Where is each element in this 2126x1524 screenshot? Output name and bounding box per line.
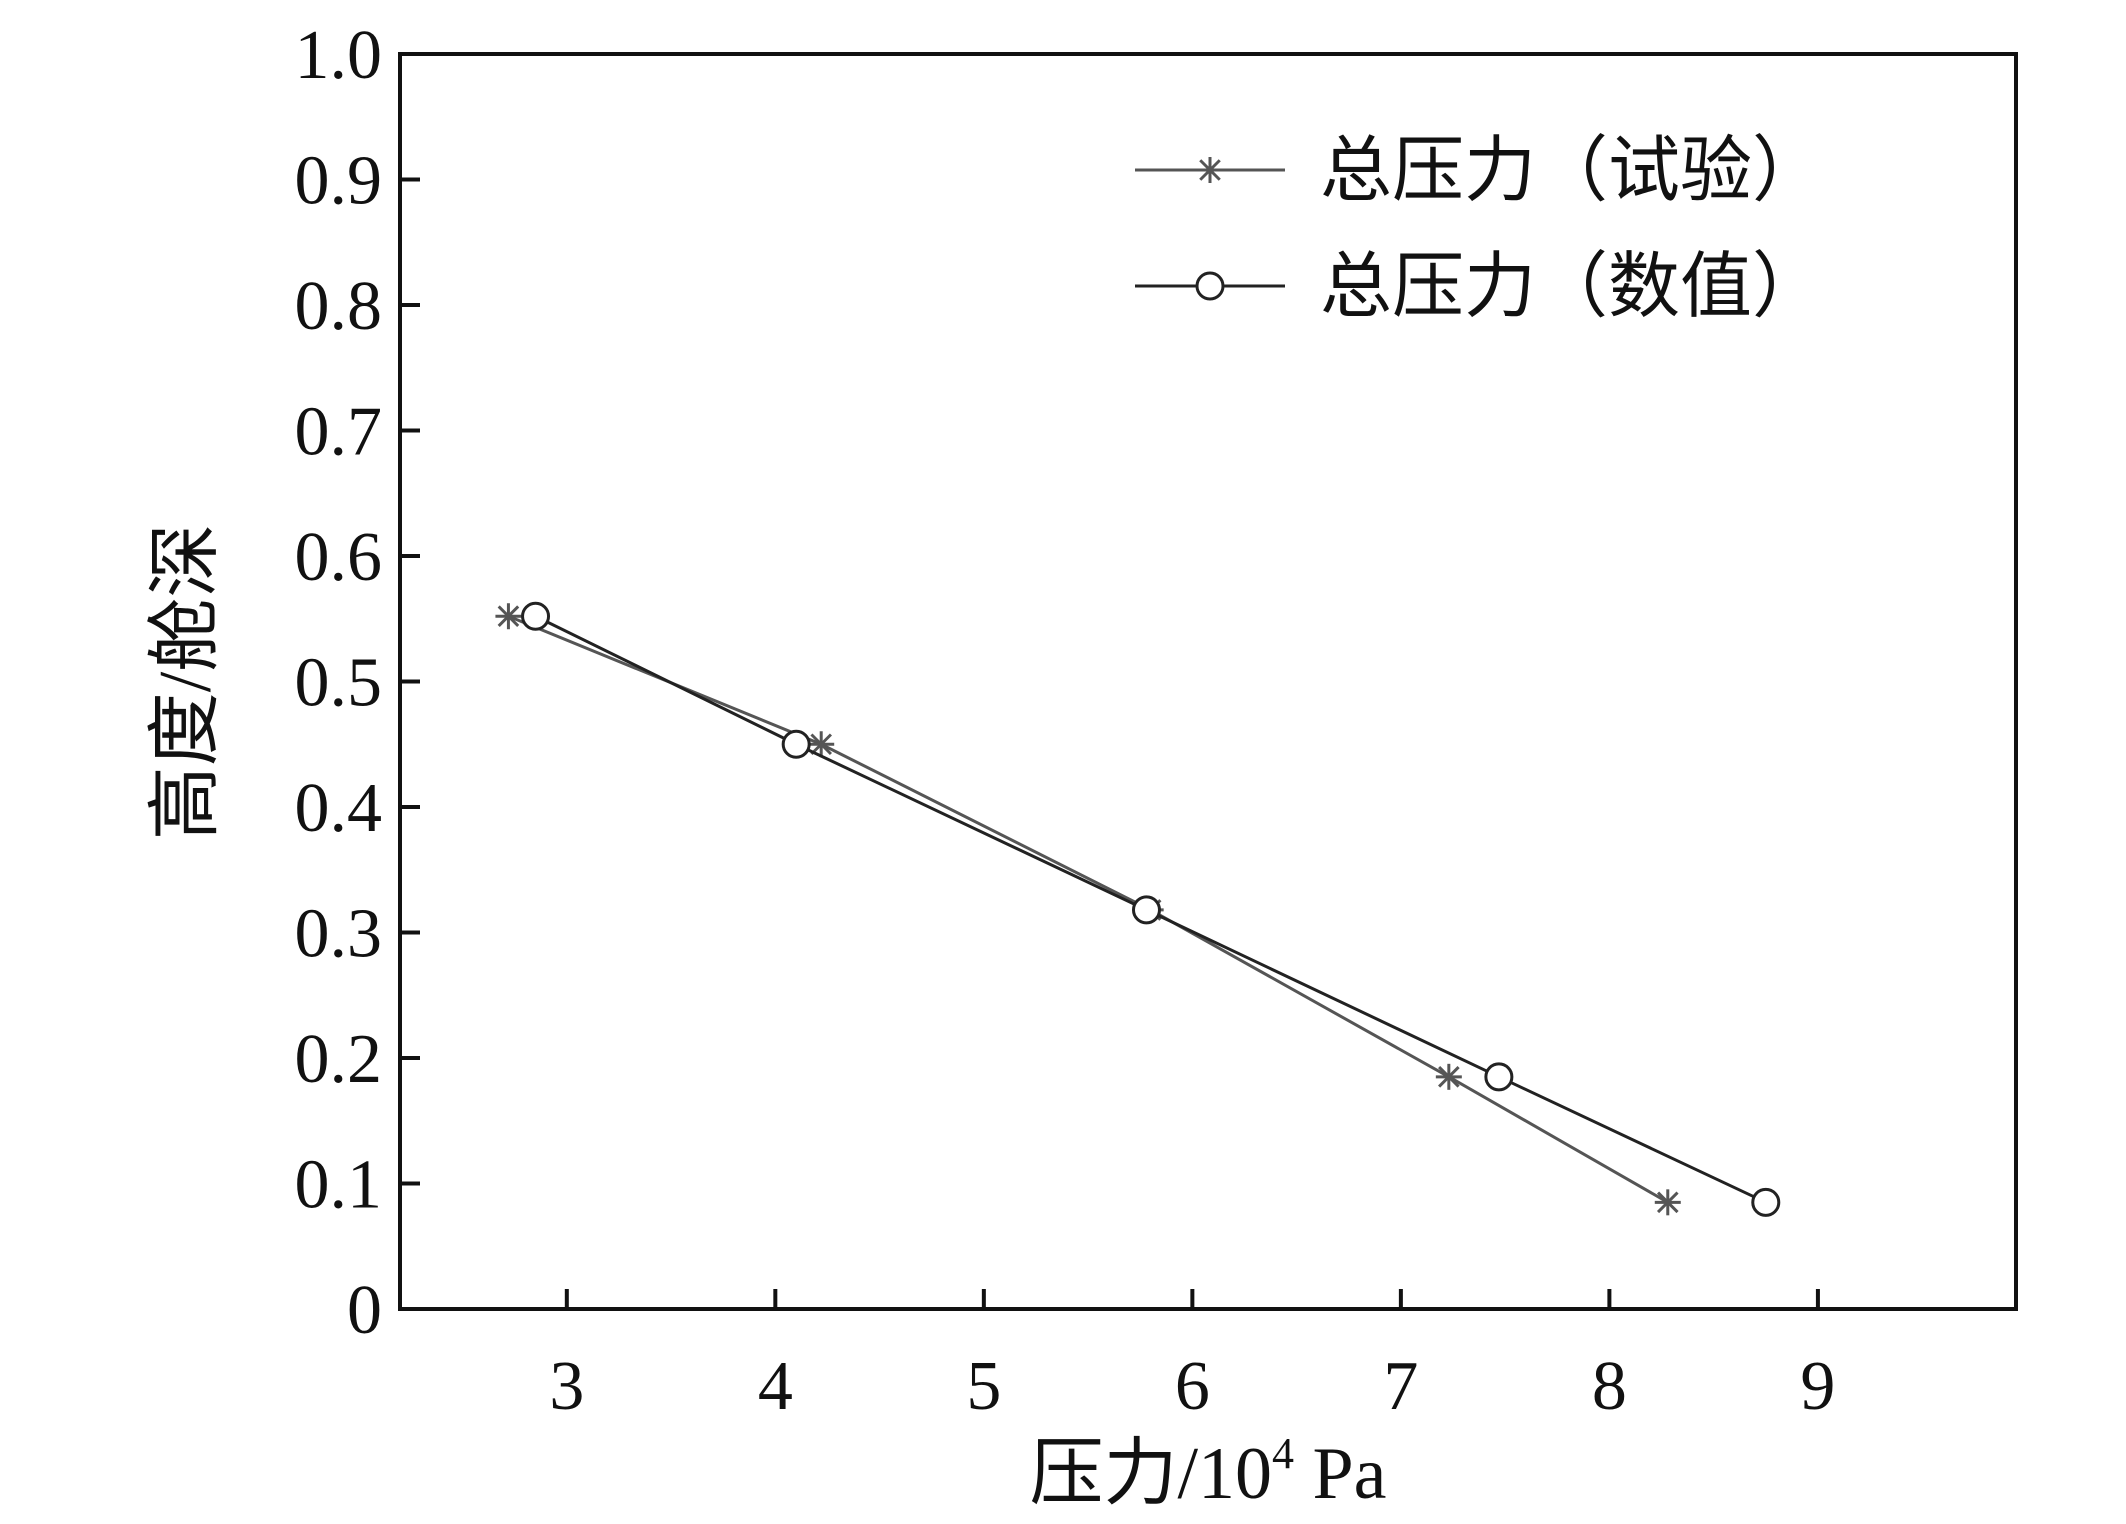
data-point-series-1 <box>495 603 522 630</box>
y-tick-label: 0.9 <box>295 143 383 220</box>
x-tick-label: 5 <box>966 1348 1001 1425</box>
x-axis-title-unit: Pa <box>1294 1433 1387 1515</box>
y-tick-label: 1.0 <box>295 17 383 94</box>
y-tick-label: 0.2 <box>295 1021 383 1098</box>
y-tick-label: 0.1 <box>295 1147 383 1224</box>
y-tick-label: 0.7 <box>295 394 383 471</box>
legend-label: 总压力（数值） <box>1320 247 1824 327</box>
y-tick-label: 0 <box>347 1272 382 1349</box>
x-tick-label: 9 <box>1800 1348 1835 1425</box>
plot-frame <box>398 52 2018 1311</box>
data-point-series-2 <box>1131 895 1161 925</box>
data-point-series-1 <box>808 731 835 758</box>
y-axis-title: 高度/舱深 <box>145 524 227 841</box>
data-point-series-2 <box>781 729 811 759</box>
data-point-series-1 <box>1654 1189 1681 1216</box>
legend-label: 总压力（试验） <box>1320 131 1824 211</box>
x-tick-label: 7 <box>1383 1348 1418 1425</box>
x-tick-label: 3 <box>549 1348 584 1425</box>
y-tick-label: 0.5 <box>295 645 383 722</box>
data-point-series-2 <box>1484 1062 1514 1092</box>
legend-marker <box>1195 271 1225 301</box>
y-axis: 0 0.1 0.2 0.3 0.4 0.5 0.6 0.7 0.8 0.9 1.0 <box>295 17 420 1349</box>
y-tick-label: 0.3 <box>295 896 383 973</box>
legend: 总压力（试验） 总压力（数值） <box>1135 131 1824 327</box>
x-tick-label: 8 <box>1592 1348 1627 1425</box>
legend-marker <box>1197 157 1223 183</box>
series-layer <box>495 601 1781 1217</box>
series-line-1 <box>507 614 1669 1204</box>
x-axis-title: 压力/104 Pa <box>1029 1429 1386 1515</box>
data-point-series-2 <box>521 601 551 631</box>
data-point-series-1 <box>1435 1063 1462 1090</box>
y-tick-label: 0.4 <box>295 770 383 847</box>
x-axis: 3 4 5 6 7 8 9 <box>549 1289 1835 1425</box>
x-axis-title-main: 压力/10 <box>1029 1433 1272 1515</box>
y-tick-label: 0.8 <box>295 268 383 345</box>
x-axis-title-superscript: 4 <box>1272 1429 1294 1478</box>
x-tick-label: 4 <box>758 1348 793 1425</box>
x-tick-label: 6 <box>1175 1348 1210 1425</box>
y-tick-label: 0.6 <box>295 519 383 596</box>
data-point-series-2 <box>1751 1187 1781 1217</box>
